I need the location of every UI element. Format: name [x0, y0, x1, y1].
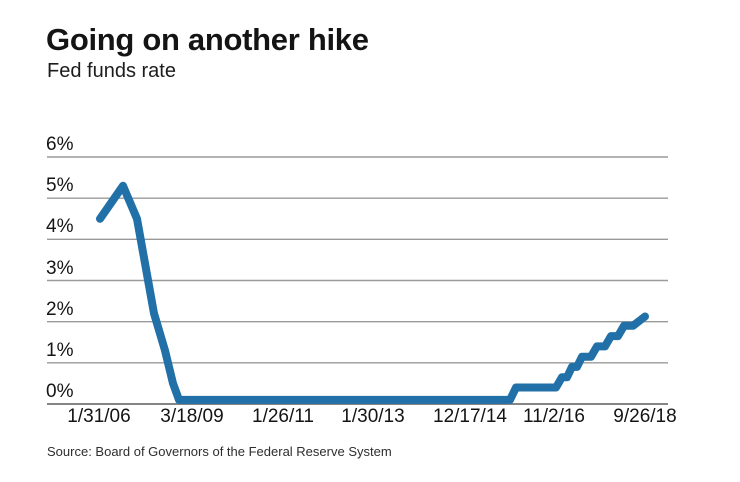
y-tick-label: 3%: [46, 257, 74, 279]
y-tick-label: 0%: [46, 381, 74, 402]
x-tick-label: 9/26/18: [613, 406, 677, 427]
y-tick-label: 1%: [46, 339, 74, 361]
y-tick-label: 4%: [46, 216, 74, 238]
x-tick-label: 11/2/16: [523, 406, 585, 427]
fed-funds-rate-line: [96, 181, 649, 404]
chart-subtitle: Fed funds rate: [47, 60, 176, 82]
x-tick-label: 12/17/14: [433, 406, 507, 427]
source-credit: Source: Board of Governors of the Federa…: [47, 444, 392, 459]
x-tick-label: 1/26/11: [252, 406, 314, 427]
y-tick-label: 2%: [46, 298, 74, 320]
y-tick-label: 6%: [46, 134, 74, 155]
x-tick-label: 1/31/06: [67, 406, 131, 427]
y-tick-label: 5%: [46, 175, 74, 197]
x-tick-label: 3/18/09: [160, 406, 224, 427]
x-tick-label: 1/30/13: [341, 406, 405, 427]
chart-title: Going on another hike: [46, 22, 369, 57]
